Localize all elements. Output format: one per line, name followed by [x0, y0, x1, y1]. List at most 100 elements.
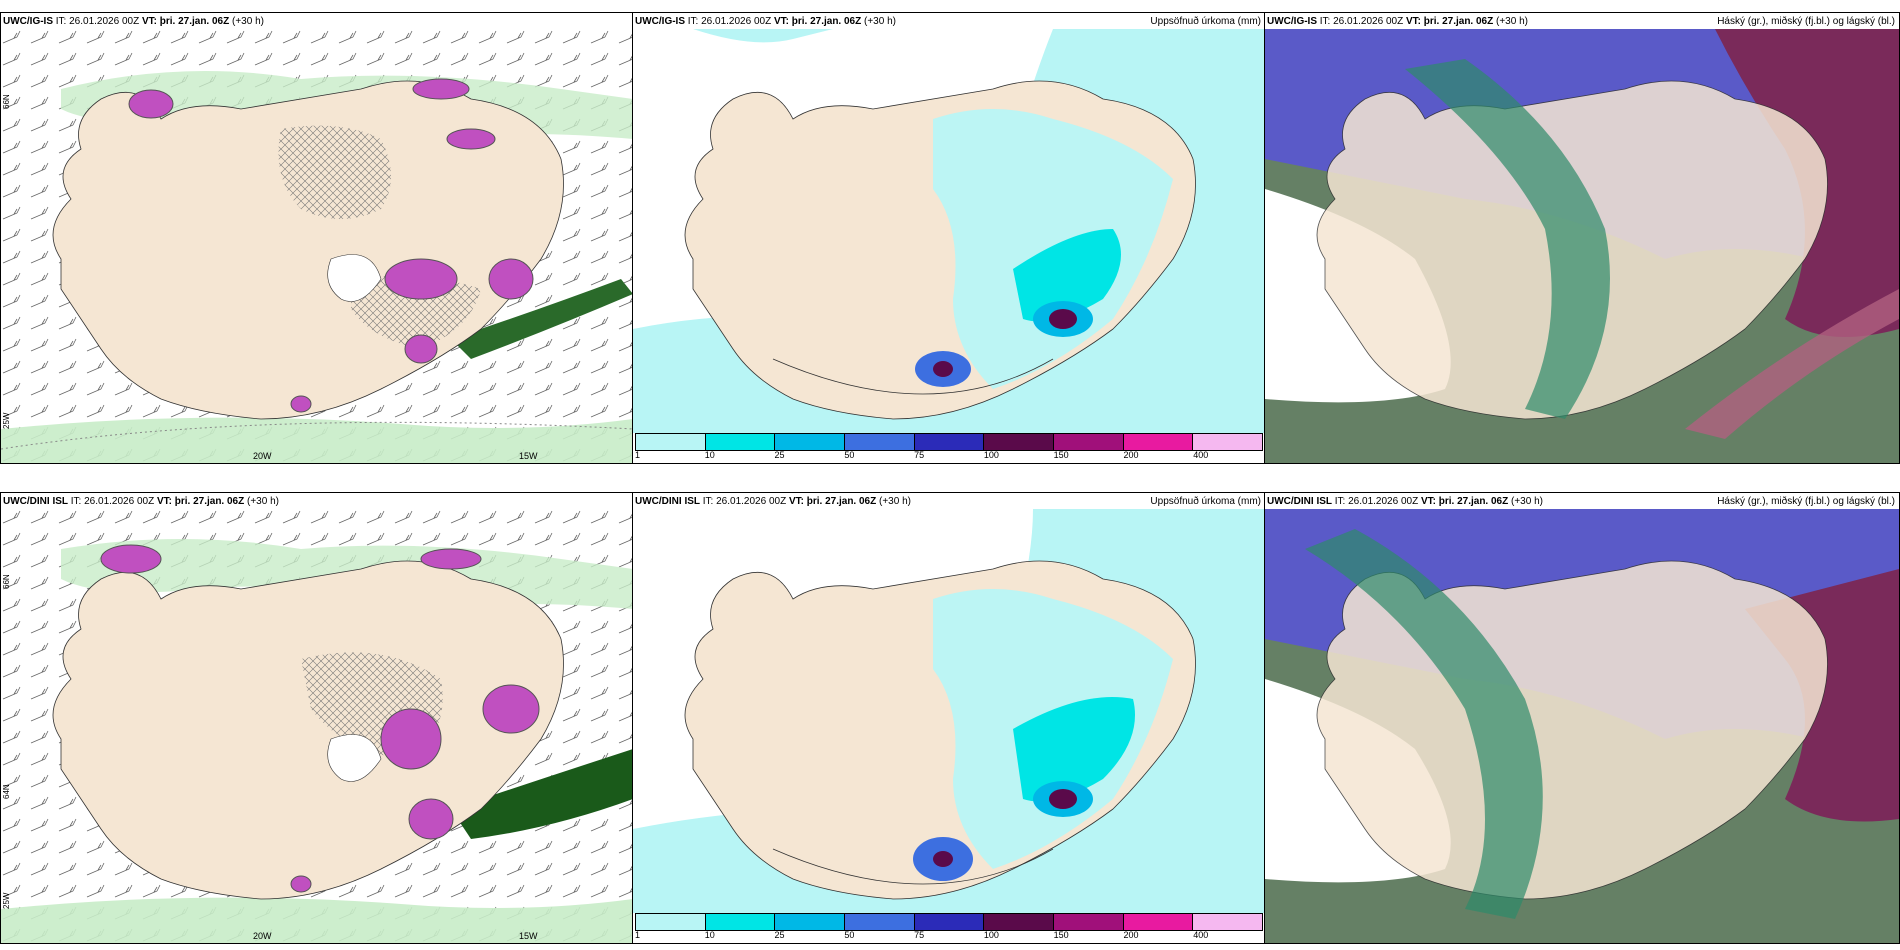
colorbar-swatch [705, 434, 776, 450]
it-label: IT: [70, 496, 82, 507]
panel-header: UWC/IG-IS IT: 26.01.2026 00Z VT: þri. 27… [3, 15, 629, 29]
panel-title: Háský (gr.), miðský (fj.bl.) og lágský (… [1717, 496, 1895, 507]
green-cloud-band [1305, 529, 1543, 919]
vt-label: VT: [788, 496, 804, 507]
model-name: UWC/IG-IS [635, 16, 685, 27]
colorbar-tick-label: 1 [635, 930, 641, 940]
lat-label: 66N [2, 94, 11, 109]
lat-label: 25W [2, 892, 11, 909]
green-cloud-band [1405, 59, 1610, 419]
colorbar-swatch [1123, 434, 1194, 450]
model-name: UWC/DINI ISL [3, 496, 68, 507]
lon-label: 20W [253, 451, 272, 461]
magenta-precip [290, 395, 312, 413]
colorbar-swatch [775, 914, 846, 930]
colorbar-swatch [845, 914, 915, 930]
lon-label: 15W [519, 931, 538, 941]
magenta-precip [482, 684, 540, 734]
wind-precip-map: 20W 15W 66N 64N 25W [1, 509, 633, 943]
colorbar-tick-label: 75 [914, 450, 925, 460]
colorbar-swatch [914, 914, 985, 930]
it-value: 26.01.2026 00Z [1348, 496, 1419, 507]
green-south [1, 417, 633, 463]
model-name: UWC/DINI ISL [1267, 496, 1332, 507]
magenta-precip [404, 334, 438, 364]
colorbar-swatch [984, 914, 1055, 930]
vt-label: VT: [156, 496, 172, 507]
it-value: 26.01.2026 00Z [1333, 16, 1404, 27]
magenta-precip [380, 708, 442, 770]
colorbar-tick-label: 150 [1053, 930, 1069, 940]
magenta-precip [100, 544, 162, 574]
colorbar-swatch [1054, 434, 1124, 450]
colorbar-tick-label: 100 [983, 450, 999, 460]
vt-value: þri. 27.jan. 06Z [174, 496, 245, 507]
vt-label: VT: [1405, 16, 1421, 27]
hatched-area [278, 125, 391, 219]
panel-header: UWC/IG-IS IT: 26.01.2026 00Z VT: þri. 27… [635, 15, 1261, 29]
colorbar-tick-label: 50 [844, 450, 855, 460]
it-value: 26.01.2026 00Z [69, 16, 140, 27]
magenta-precip [128, 89, 174, 119]
magenta-precip [384, 258, 458, 300]
panel-title: Uppsöfnuð úrkoma (mm) [1150, 16, 1261, 27]
hatched-area-se [351, 275, 481, 349]
colorbar-tick-label: 200 [1123, 930, 1139, 940]
lead-time: (+30 h) [864, 16, 896, 27]
precip-max [933, 361, 953, 377]
colorbar-swatch [1193, 434, 1263, 450]
precip-band-mid [1013, 229, 1121, 322]
lead-time: (+30 h) [879, 496, 911, 507]
precip-max [1049, 789, 1077, 809]
colorbar-tick-label: 1 [635, 450, 641, 460]
lat-label: 66N [2, 574, 11, 589]
precip-colorbar: 1 10 25 50 75 100 150 200 400 [633, 433, 1265, 463]
map-panel-ig-clouds: UWC/IG-IS IT: 26.01.2026 00Z VT: þri. 27… [1264, 12, 1900, 464]
magenta-precip [420, 548, 482, 570]
glacier-white [327, 734, 382, 782]
vt-label: VT: [773, 16, 789, 27]
panel-header: UWC/DINI ISL IT: 26.01.2026 00Z VT: þri.… [3, 495, 629, 509]
it-label: IT: [702, 496, 714, 507]
lon-label: 15W [519, 451, 538, 461]
precip-map [633, 509, 1265, 913]
lon-label: 20W [253, 931, 272, 941]
model-name: UWC/DINI ISL [635, 496, 700, 507]
map-panel-dini-precip: UWC/DINI ISL IT: 26.01.2026 00Z VT: þri.… [632, 492, 1266, 944]
colorbar-swatch [845, 434, 915, 450]
it-value: 26.01.2026 00Z [84, 496, 155, 507]
vt-value: þri. 27.jan. 06Z [806, 496, 877, 507]
colorbar-tick-label: 50 [844, 930, 855, 940]
cloud-map [1265, 29, 1899, 463]
colorbar-swatch [984, 434, 1055, 450]
vt-value: þri. 27.jan. 06Z [791, 16, 862, 27]
colorbar-swatch [914, 434, 985, 450]
vt-value: þri. 27.jan. 06Z [1438, 496, 1509, 507]
panel-title: Háský (gr.), miðský (fj.bl.) og lágský (… [1717, 16, 1895, 27]
precip-colorbar: 1 10 25 50 75 100 150 200 400 [633, 913, 1265, 943]
magenta-precip [408, 798, 454, 840]
colorbar-swatch [636, 914, 706, 930]
panel-title: Uppsöfnuð úrkoma (mm) [1150, 496, 1261, 507]
colorbar-tick-label: 400 [1193, 450, 1209, 460]
panel-header: UWC/IG-IS IT: 26.01.2026 00Z VT: þri. 27… [1267, 15, 1895, 29]
cloud-map [1265, 509, 1899, 943]
colorbar-tick-label: 10 [704, 930, 715, 940]
precip-max [933, 851, 953, 867]
panel-header: UWC/DINI ISL IT: 26.01.2026 00Z VT: þri.… [635, 495, 1261, 509]
colorbar-swatch [1193, 914, 1263, 930]
precip-band-mid [1013, 697, 1135, 802]
panel-header: UWC/DINI ISL IT: 26.01.2026 00Z VT: þri.… [1267, 495, 1895, 509]
green-east-band [451, 749, 633, 839]
model-name: UWC/IG-IS [1267, 16, 1317, 27]
colorbar-tick-label: 100 [983, 930, 999, 940]
vt-value: þri. 27.jan. 06Z [159, 16, 230, 27]
lead-time: (+30 h) [1511, 496, 1543, 507]
lat-label: 25W [2, 412, 11, 429]
precip-max [1049, 309, 1077, 329]
colorbar-swatch [1123, 914, 1194, 930]
vt-value: þri. 27.jan. 06Z [1423, 16, 1494, 27]
colorbar-tick-label: 150 [1053, 450, 1069, 460]
precip-map [633, 29, 1265, 433]
magenta-precip [488, 258, 534, 300]
